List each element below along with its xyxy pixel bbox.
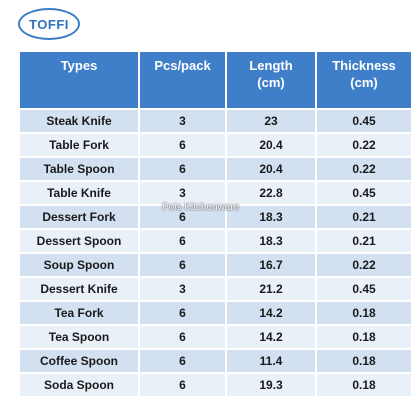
cell-thickness: 0.21: [317, 206, 411, 228]
cell-length: 20.4: [227, 134, 315, 156]
header-row: Types Pcs/pack Length (cm) Thickness (cm…: [20, 52, 411, 108]
table-row: Table Fork 6 20.4 0.22: [20, 134, 411, 156]
table-row: Table Spoon 6 20.4 0.22: [20, 158, 411, 180]
table-row: Steak Knife 3 23 0.45: [20, 110, 411, 132]
table-row: Coffee Spoon 6 11.4 0.18: [20, 350, 411, 372]
cell-thickness: 0.45: [317, 182, 411, 204]
cell-type: Dessert Fork: [20, 206, 138, 228]
table-row: Table Knife 3 22.8 0.45: [20, 182, 411, 204]
cell-type: Soda Spoon: [20, 374, 138, 396]
cell-length: 11.4: [227, 350, 315, 372]
cell-pcs-pack: 3: [140, 278, 225, 300]
header-length: Length (cm): [227, 52, 315, 108]
cell-type: Tea Spoon: [20, 326, 138, 348]
cell-length: 21.2: [227, 278, 315, 300]
cell-type: Coffee Spoon: [20, 350, 138, 372]
header-thickness: Thickness (cm): [317, 52, 411, 108]
cell-length: 14.2: [227, 326, 315, 348]
cell-type: Steak Knife: [20, 110, 138, 132]
cell-length: 14.2: [227, 302, 315, 324]
header-types: Types: [20, 52, 138, 108]
cell-thickness: 0.45: [317, 110, 411, 132]
cell-thickness: 0.22: [317, 254, 411, 276]
cell-length: 19.3: [227, 374, 315, 396]
cell-thickness: 0.18: [317, 350, 411, 372]
cell-pcs-pack: 6: [140, 206, 225, 228]
cell-thickness: 0.21: [317, 230, 411, 252]
cell-pcs-pack: 6: [140, 350, 225, 372]
cell-length: 16.7: [227, 254, 315, 276]
cell-length: 18.3: [227, 206, 315, 228]
cell-type: Table Fork: [20, 134, 138, 156]
table-row: Soda Spoon 6 19.3 0.18: [20, 374, 411, 396]
cell-type: Dessert Knife: [20, 278, 138, 300]
table-row: Dessert Knife 3 21.2 0.45: [20, 278, 411, 300]
cell-length: 20.4: [227, 158, 315, 180]
cell-type: Soup Spoon: [20, 254, 138, 276]
cell-pcs-pack: 6: [140, 158, 225, 180]
cell-pcs-pack: 6: [140, 302, 225, 324]
cell-pcs-pack: 3: [140, 182, 225, 204]
cell-pcs-pack: 6: [140, 230, 225, 252]
cell-pcs-pack: 3: [140, 110, 225, 132]
cell-length: 18.3: [227, 230, 315, 252]
cell-thickness: 0.18: [317, 302, 411, 324]
table-row: Dessert Fork 6 18.3 0.21: [20, 206, 411, 228]
cell-pcs-pack: 6: [140, 134, 225, 156]
cell-thickness: 0.18: [317, 326, 411, 348]
cell-thickness: 0.22: [317, 134, 411, 156]
logo-text: TOFFI: [29, 16, 69, 32]
table-row: Dessert Spoon 6 18.3 0.21: [20, 230, 411, 252]
cell-pcs-pack: 6: [140, 326, 225, 348]
cell-thickness: 0.22: [317, 158, 411, 180]
table-row: Tea Spoon 6 14.2 0.18: [20, 326, 411, 348]
cell-type: Table Knife: [20, 182, 138, 204]
cell-thickness: 0.45: [317, 278, 411, 300]
cell-type: Dessert Spoon: [20, 230, 138, 252]
cell-length: 22.8: [227, 182, 315, 204]
table-row: Tea Fork 6 14.2 0.18: [20, 302, 411, 324]
cell-type: Table Spoon: [20, 158, 138, 180]
cell-pcs-pack: 6: [140, 254, 225, 276]
cell-pcs-pack: 6: [140, 374, 225, 396]
table-row: Soup Spoon 6 16.7 0.22: [20, 254, 411, 276]
cutlery-spec-table: Types Pcs/pack Length (cm) Thickness (cm…: [18, 50, 413, 398]
cell-type: Tea Fork: [20, 302, 138, 324]
cell-length: 23: [227, 110, 315, 132]
toffi-logo: TOFFI: [18, 8, 80, 40]
cell-thickness: 0.18: [317, 374, 411, 396]
header-pcs-pack: Pcs/pack: [140, 52, 225, 108]
